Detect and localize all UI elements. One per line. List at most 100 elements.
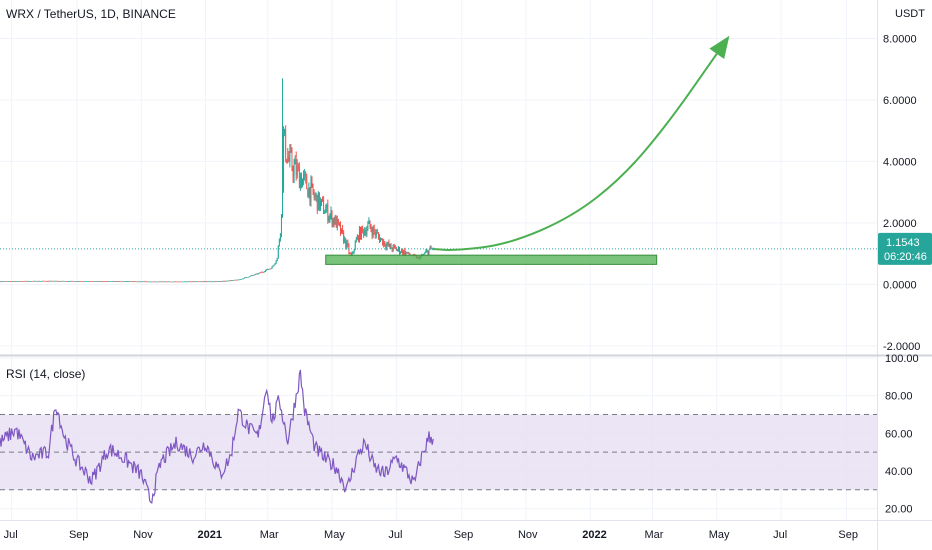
candle[interactable] xyxy=(235,279,237,281)
rsi-axis-ticks[interactable]: 100.00 80.00 60.00 40.00 20.00 xyxy=(885,353,919,516)
candle[interactable] xyxy=(157,281,159,283)
candle[interactable] xyxy=(164,281,166,283)
candle[interactable] xyxy=(244,277,246,279)
candle[interactable] xyxy=(338,222,340,227)
candle[interactable] xyxy=(158,281,160,283)
candle[interactable] xyxy=(44,280,46,282)
rsi-line-layer[interactable] xyxy=(0,369,434,504)
candle[interactable] xyxy=(154,281,156,283)
candle[interactable] xyxy=(337,218,339,226)
candle[interactable] xyxy=(26,281,28,282)
candle[interactable] xyxy=(312,183,314,196)
candle[interactable] xyxy=(131,281,133,283)
candle[interactable] xyxy=(152,281,154,283)
candle[interactable] xyxy=(308,182,310,199)
candle[interactable] xyxy=(240,278,242,280)
candle[interactable] xyxy=(189,281,191,283)
candle[interactable] xyxy=(326,203,328,213)
candle[interactable] xyxy=(389,243,391,250)
candle[interactable] xyxy=(196,281,198,283)
candle[interactable] xyxy=(31,281,33,282)
candle[interactable] xyxy=(88,281,90,283)
candle[interactable] xyxy=(162,281,164,283)
candle[interactable] xyxy=(232,279,234,281)
candle[interactable] xyxy=(14,281,16,282)
candle[interactable] xyxy=(57,280,59,282)
candle[interactable] xyxy=(302,178,304,188)
candle[interactable] xyxy=(382,238,384,246)
candle[interactable] xyxy=(208,281,210,283)
candle[interactable] xyxy=(238,279,240,281)
candle[interactable] xyxy=(316,194,318,215)
candle[interactable] xyxy=(209,281,211,283)
candle[interactable] xyxy=(51,280,53,282)
candle[interactable] xyxy=(406,252,408,254)
candle[interactable] xyxy=(303,170,305,186)
candle[interactable] xyxy=(98,280,100,282)
support-zone-rect[interactable] xyxy=(325,254,658,265)
candle[interactable] xyxy=(385,243,387,251)
candle[interactable] xyxy=(328,215,330,223)
candle[interactable] xyxy=(398,246,400,256)
candle[interactable] xyxy=(220,281,222,282)
candle[interactable] xyxy=(261,271,263,273)
candle[interactable] xyxy=(319,197,321,211)
candle[interactable] xyxy=(58,280,60,282)
candle[interactable] xyxy=(116,281,118,283)
candle[interactable] xyxy=(334,214,336,225)
candle[interactable] xyxy=(408,252,410,255)
candle[interactable] xyxy=(320,198,322,207)
candle[interactable] xyxy=(72,280,74,282)
candle[interactable] xyxy=(295,151,297,181)
rsi-legend-label[interactable]: RSI (14, close) xyxy=(6,367,85,381)
candle[interactable] xyxy=(336,215,338,231)
candle[interactable] xyxy=(377,231,379,240)
candle[interactable] xyxy=(3,281,5,282)
candle[interactable] xyxy=(392,244,394,252)
candle[interactable] xyxy=(34,280,36,282)
candle[interactable] xyxy=(407,251,409,254)
candle[interactable] xyxy=(91,281,93,282)
candle[interactable] xyxy=(12,281,14,283)
candle[interactable] xyxy=(394,244,396,249)
price-axis-ticks[interactable]: 8.0000 6.0000 4.0000 2.0000 0.0000 -2.0000 xyxy=(883,33,920,352)
candle[interactable] xyxy=(15,281,17,282)
candle[interactable] xyxy=(117,281,119,282)
candle[interactable] xyxy=(121,281,123,283)
candle[interactable] xyxy=(89,280,91,282)
candle[interactable] xyxy=(239,278,241,280)
candle[interactable] xyxy=(149,281,151,283)
candle[interactable] xyxy=(5,281,7,282)
candle[interactable] xyxy=(133,281,135,283)
candle[interactable] xyxy=(41,280,43,282)
candle[interactable] xyxy=(59,280,61,282)
candle[interactable] xyxy=(46,280,48,282)
candle[interactable] xyxy=(35,280,37,282)
candle[interactable] xyxy=(343,230,345,244)
candle[interactable] xyxy=(124,281,126,283)
candle[interactable] xyxy=(55,280,57,282)
candle[interactable] xyxy=(107,281,109,283)
candle[interactable] xyxy=(139,281,141,283)
candle[interactable] xyxy=(129,281,131,283)
candle[interactable] xyxy=(81,281,83,283)
candle[interactable] xyxy=(75,280,77,282)
candle[interactable] xyxy=(371,226,373,240)
candle[interactable] xyxy=(256,273,258,275)
candle[interactable] xyxy=(387,241,389,247)
candle[interactable] xyxy=(13,281,15,282)
candle[interactable] xyxy=(187,281,189,283)
candle[interactable] xyxy=(137,281,139,283)
candle[interactable] xyxy=(363,228,365,238)
candle[interactable] xyxy=(144,281,146,283)
candle[interactable] xyxy=(357,234,359,243)
candle[interactable] xyxy=(317,191,319,211)
candle[interactable] xyxy=(203,281,205,283)
candle[interactable] xyxy=(191,281,193,283)
candle[interactable] xyxy=(134,281,136,283)
candle[interactable] xyxy=(333,216,335,228)
candle[interactable] xyxy=(156,281,158,283)
candle[interactable] xyxy=(179,281,181,283)
candle[interactable] xyxy=(230,280,232,282)
candle[interactable] xyxy=(388,239,390,248)
